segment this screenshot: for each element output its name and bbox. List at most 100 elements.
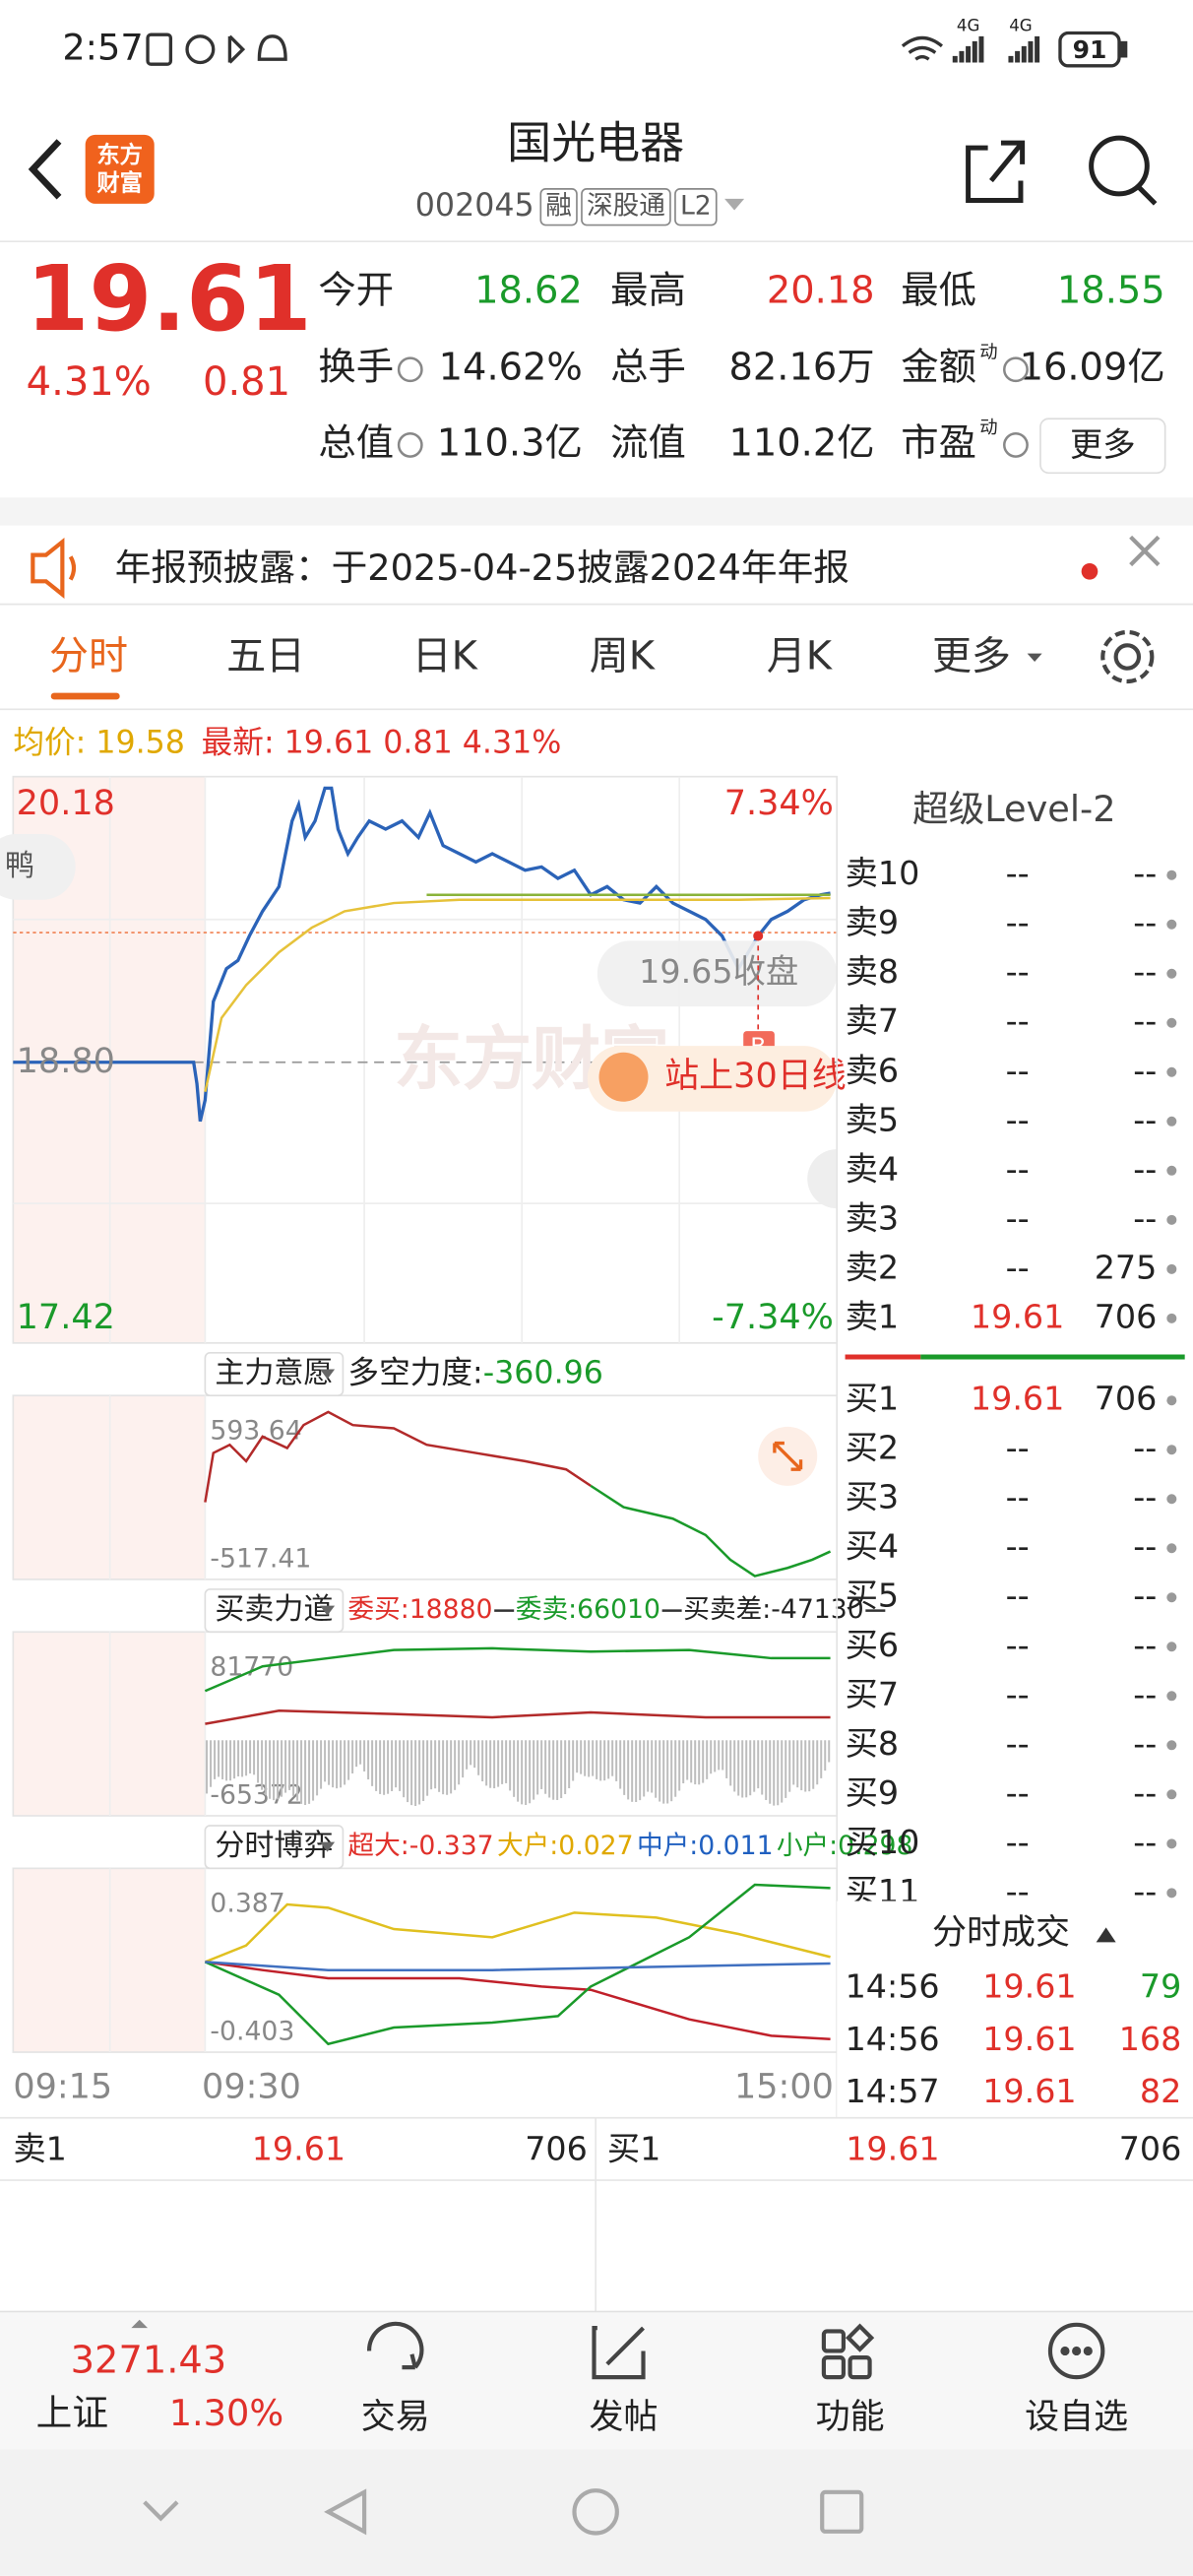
search-button[interactable]: [1089, 135, 1158, 206]
ask-book: 卖10 -- -- 卖9 -- -- 卖8 -- -- 卖7 -- -- 卖6 -- -- 卖5 -- -- 卖4 -…: [846, 854, 1177, 1335]
book-dot: [1166, 1214, 1177, 1225]
book-volume: --: [1133, 1149, 1157, 1188]
panel-item: 买卖差:-47130: [683, 1594, 863, 1625]
marker-dot: [753, 931, 764, 941]
index-name[interactable]: 上证: [36, 2392, 108, 2434]
system-nav-buttons[interactable]: [143, 2488, 864, 2536]
book-volume: --: [1133, 854, 1157, 892]
spacer: [0, 497, 1193, 526]
speaker-icon: [31, 537, 77, 599]
selector-box[interactable]: [204, 1352, 345, 1397]
system-nav: [0, 2449, 1193, 2576]
field-label: 总值: [318, 420, 394, 465]
book-volume: --: [1133, 1429, 1157, 1467]
selector-box[interactable]: [204, 1825, 345, 1870]
field-value: 14.62%: [439, 346, 583, 390]
book-price: --: [1006, 1724, 1030, 1763]
selector[interactable]: 买卖力道: [215, 1592, 333, 1627]
bq-label: 买1: [607, 2130, 661, 2168]
nav-label[interactable]: 交易: [361, 2398, 430, 2437]
level2-title: 超级Level-2: [912, 788, 1116, 830]
selector-arrow[interactable]: [320, 1841, 336, 1852]
book-label: 买4: [846, 1527, 900, 1566]
badge-text[interactable]: 站上30日线: [664, 1057, 847, 1096]
pe-mark: 动: [979, 343, 997, 363]
selector-box[interactable]: [204, 1588, 345, 1634]
info-icon[interactable]: [397, 432, 423, 458]
book-dot: [1166, 1888, 1177, 1899]
field-label: 今开: [318, 268, 394, 312]
more-label[interactable]: 更多: [1070, 425, 1136, 464]
share-button[interactable]: [966, 140, 1026, 204]
book-dot: [1166, 1116, 1177, 1127]
book-price: 19.61: [971, 1297, 1064, 1335]
tab[interactable]: 更多: [932, 634, 1011, 679]
selector[interactable]: 分时博弈: [215, 1829, 333, 1863]
info-icon[interactable]: [1003, 432, 1029, 458]
book-volume: --: [1133, 1100, 1157, 1138]
tab[interactable]: 分时: [49, 634, 128, 679]
field-value: 16.09亿: [1020, 346, 1165, 390]
tab[interactable]: 日K: [412, 634, 479, 679]
sort-arrow[interactable]: [1096, 1927, 1116, 1943]
book-dot: [1166, 1395, 1177, 1406]
panel-grid: [108, 1395, 207, 1579]
book-dot: [1166, 1445, 1177, 1455]
info-icon[interactable]: [397, 356, 423, 383]
trade-volume: 79: [1140, 1967, 1181, 2006]
field-label: 最低: [901, 268, 976, 312]
status-icons: [146, 31, 1128, 68]
side-tab-label[interactable]: 鸭: [5, 849, 34, 883]
nav-label[interactable]: 功能: [816, 2398, 885, 2437]
book-dot: [1166, 1313, 1177, 1323]
more-button[interactable]: [1039, 418, 1166, 475]
book-price: 19.61: [971, 1380, 1064, 1418]
book-dot: [1166, 1165, 1177, 1176]
book-label: 买7: [846, 1675, 900, 1713]
index-value[interactable]: 3271.43: [71, 2339, 227, 2383]
book-label: 买1: [846, 1380, 900, 1418]
panel-min: -0.403: [210, 2017, 294, 2047]
book-dot: [1166, 1740, 1177, 1751]
quote-fields: 今开 18.62 最高 20.18 最低 18.55 换手 14.62% 总手 82.16万 金额 1…: [318, 268, 1164, 465]
pct-min: -7.34%: [712, 1298, 834, 1337]
index-pct[interactable]: 1.30%: [169, 2392, 283, 2434]
back-button[interactable]: [28, 139, 62, 200]
side-tab[interactable]: [0, 834, 76, 900]
nav-label[interactable]: 发帖: [589, 2398, 658, 2437]
book-dot: [1166, 1592, 1177, 1603]
selector-arrow[interactable]: [320, 1369, 336, 1380]
dropdown-arrow[interactable]: [724, 198, 745, 211]
trades: 14:56 19.61 79 14:56 19.61 168 14:57 19.61 82: [846, 1967, 1182, 2111]
book-price: --: [1006, 854, 1030, 892]
expand-icon[interactable]: [773, 1441, 803, 1471]
selector[interactable]: 主力意愿: [215, 1356, 333, 1390]
bottom-quote: 卖1 19.61 706 买1 19.61 706: [13, 2130, 1181, 2168]
logo-text: 东方: [96, 141, 143, 168]
book-label: 买3: [846, 1478, 900, 1516]
notice-text[interactable]: 年报预披露：于2025-04-25披露2024年年报: [115, 547, 849, 589]
close-notice[interactable]: [1129, 535, 1161, 567]
book-dot: [1166, 869, 1177, 880]
book-volume: --: [1133, 1478, 1157, 1516]
edge-handle[interactable]: [807, 1149, 838, 1209]
info-icon[interactable]: [1003, 356, 1029, 383]
tab[interactable]: 五日: [226, 634, 305, 679]
tab[interactable]: 周K: [590, 634, 657, 679]
selector-arrow[interactable]: [320, 1605, 336, 1616]
tab[interactable]: 月K: [767, 634, 834, 679]
book-label: 买10: [846, 1823, 920, 1861]
pe-mark: 动: [979, 418, 997, 438]
trades-title[interactable]: 分时成交: [932, 1913, 1070, 1953]
unread-dot: [1081, 562, 1099, 580]
field-label: 金额: [901, 346, 976, 390]
badge[interactable]: [587, 1046, 838, 1112]
close-tag-label: 19.65收盘: [639, 952, 798, 991]
trade-time: 14:57: [846, 2072, 940, 2110]
settings-button[interactable]: [1100, 629, 1155, 684]
expand-arrow[interactable]: [131, 2319, 149, 2329]
nav-label[interactable]: 设自选: [1025, 2398, 1128, 2437]
tag-border: [581, 188, 671, 226]
tab-dropdown[interactable]: [1027, 653, 1042, 662]
